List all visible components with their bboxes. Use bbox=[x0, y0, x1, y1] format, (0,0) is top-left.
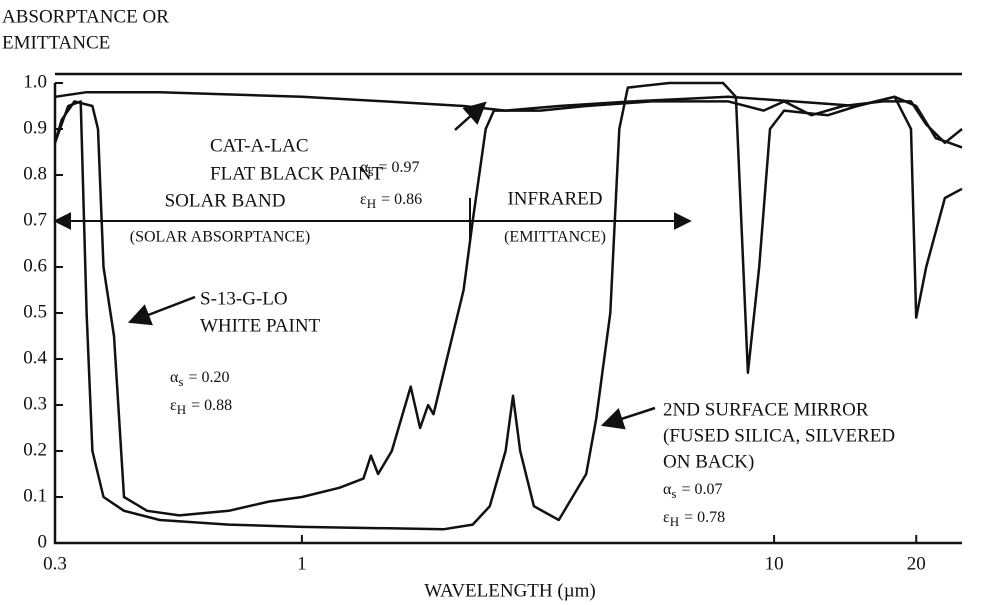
pointer bbox=[127, 295, 196, 326]
series-label: (FUSED SILICA, SILVERED bbox=[663, 425, 895, 446]
x-tick-label: 10 bbox=[765, 553, 784, 574]
series-property: αs = 0.20 bbox=[170, 369, 229, 389]
property-symbol: ε bbox=[360, 191, 367, 208]
y-tick-label: 0.5 bbox=[23, 301, 47, 322]
series-label: ON BACK) bbox=[663, 451, 754, 472]
axes bbox=[53, 83, 962, 545]
annotation: SOLAR BAND bbox=[165, 190, 286, 211]
property-subscript: H bbox=[670, 514, 679, 529]
annotation: INFRARED bbox=[507, 188, 602, 209]
property-value: = 0.97 bbox=[378, 159, 419, 176]
y-tick-label: 0.6 bbox=[23, 255, 47, 276]
series-label: WHITE PAINT bbox=[200, 315, 321, 336]
x-tick-label: 20 bbox=[907, 553, 926, 574]
data-line bbox=[53, 81, 963, 531]
annotation: (SOLAR ABSORPTANCE) bbox=[130, 229, 311, 246]
property-value: = 0.86 bbox=[381, 191, 422, 208]
series-property: εH = 0.78 bbox=[663, 509, 725, 529]
y-tick-label: 0.4 bbox=[23, 347, 47, 368]
y-axis-title: EMITTANCE bbox=[2, 32, 110, 53]
series-property: αs = 0.07 bbox=[663, 481, 722, 501]
property-symbol: α bbox=[663, 481, 672, 498]
series-label: S-13-G-LO bbox=[200, 288, 288, 309]
series-label: CAT-A-LAC bbox=[210, 135, 309, 156]
series-property: εH = 0.86 bbox=[360, 191, 422, 211]
annotation: (EMITTANCE) bbox=[504, 229, 606, 246]
series-property: αs = 0.97 bbox=[360, 159, 419, 179]
property-subscript: H bbox=[367, 196, 376, 211]
y-tick-label: 1.0 bbox=[23, 71, 47, 92]
property-symbol: α bbox=[360, 159, 369, 176]
property-symbol: α bbox=[170, 369, 179, 386]
y-tick-label: 0.8 bbox=[23, 163, 47, 184]
pointer bbox=[600, 406, 656, 430]
y-tick-label: 0 bbox=[38, 531, 48, 552]
y-tick-label: 0.9 bbox=[23, 117, 47, 138]
series-property: εH = 0.88 bbox=[170, 397, 232, 417]
series-label: 2ND SURFACE MIRROR bbox=[663, 399, 869, 420]
property-value: = 0.88 bbox=[191, 397, 232, 414]
property-subscript: s bbox=[671, 486, 676, 501]
series-label: FLAT BLACK PAINT bbox=[210, 163, 384, 184]
x-axis-title: WAVELENGTH (µm) bbox=[424, 580, 596, 601]
property-value: = 0.07 bbox=[681, 481, 722, 498]
y-tick-label: 0.7 bbox=[23, 209, 47, 230]
data-line bbox=[54, 90, 963, 149]
property-subscript: s bbox=[178, 374, 183, 389]
property-subscript: H bbox=[177, 402, 186, 417]
y-tick-label: 0.1 bbox=[23, 485, 47, 506]
property-subscript: s bbox=[368, 164, 373, 179]
data-line bbox=[53, 100, 963, 517]
x-tick-label: 0.3 bbox=[43, 553, 67, 574]
property-symbol: ε bbox=[663, 509, 670, 526]
property-symbol: ε bbox=[170, 397, 177, 414]
y-tick-label: 0.2 bbox=[23, 439, 47, 460]
property-value: = 0.78 bbox=[684, 509, 725, 526]
y-tick-label: 0.3 bbox=[23, 393, 47, 414]
y-axis-title: ABSORPTANCE OR bbox=[2, 6, 169, 27]
property-value: = 0.20 bbox=[188, 369, 229, 386]
x-tick-label: 1 bbox=[297, 553, 307, 574]
